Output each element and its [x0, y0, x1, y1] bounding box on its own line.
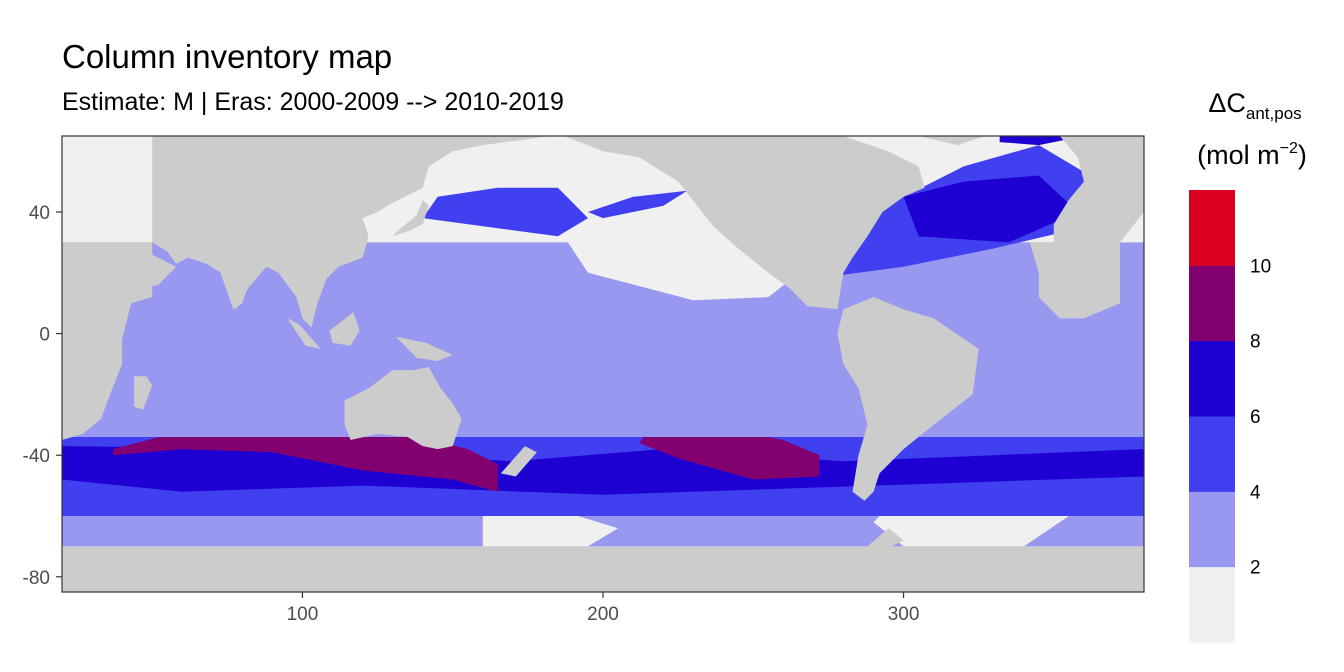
- region-north-pacific-patch: [588, 190, 688, 219]
- y-tick-label: -40: [23, 446, 50, 467]
- region-pacific-maximum: [639, 427, 820, 480]
- legend-unit: (mol m−2): [1197, 140, 1307, 170]
- legend-key-4-6: [1189, 416, 1235, 492]
- region-ross-sea-low: [482, 509, 618, 547]
- land-north-america: [563, 136, 925, 310]
- legend-break-label: 8: [1250, 332, 1261, 353]
- legend-break-label: 10: [1250, 256, 1271, 277]
- legend-key-6-8: [1189, 340, 1235, 417]
- region-subpolar-north-pacific-low: [452, 142, 603, 176]
- legend-key-10: [1189, 190, 1235, 266]
- land-india: [218, 266, 261, 310]
- legend-keys: [1189, 190, 1235, 643]
- legend-key-8-10: [1189, 265, 1235, 342]
- y-tick-label: -80: [23, 568, 50, 589]
- legend-title: ΔCant,pos: [1208, 88, 1301, 123]
- x-axis: 100 200 300: [287, 592, 920, 625]
- region-north-atlantic-core: [903, 175, 1078, 243]
- legend-labels: 2 4 6 8 10: [1250, 256, 1271, 578]
- land-africa-east: [62, 242, 153, 440]
- legend-key-2: [1189, 566, 1235, 643]
- land-antarctica: [62, 546, 1144, 592]
- x-tick-label: 200: [587, 604, 619, 625]
- land-arabia: [116, 248, 177, 291]
- y-tick-label: 0: [39, 325, 50, 346]
- legend: ΔCant,pos (mol m−2) 2 4 6 8 10: [1189, 88, 1307, 643]
- legend-break-label: 2: [1250, 558, 1261, 579]
- legend-key-2-4: [1189, 491, 1235, 568]
- land-japan: [392, 199, 429, 237]
- map-panel: [61, 135, 1145, 593]
- x-tick-label: 100: [287, 604, 319, 625]
- land-borneo: [329, 312, 360, 346]
- legend-break-label: 4: [1250, 482, 1261, 503]
- chart-subtitle: Estimate: M | Eras: 2000-2009 --> 2010-2…: [62, 88, 564, 116]
- land-masses: [62, 136, 1144, 592]
- land-new-zealand: [500, 446, 537, 477]
- land-antarctic-peninsula: [867, 528, 904, 553]
- chart-title: Column inventory map: [62, 38, 393, 75]
- y-tick-label: 40: [29, 203, 50, 224]
- region-north-pacific-band: [422, 187, 588, 237]
- land-madagascar: [134, 376, 153, 410]
- land-australia: [344, 367, 462, 450]
- land-greenland: [918, 136, 985, 146]
- legend-break-label: 6: [1250, 407, 1261, 428]
- x-tick-label: 300: [888, 604, 920, 625]
- land-africa-west: [1029, 242, 1084, 319]
- y-axis: 40 0 -40 -80: [23, 203, 62, 589]
- land-sumatra: [287, 318, 321, 349]
- land-new-guinea: [395, 336, 453, 361]
- land-south-america: [837, 297, 979, 501]
